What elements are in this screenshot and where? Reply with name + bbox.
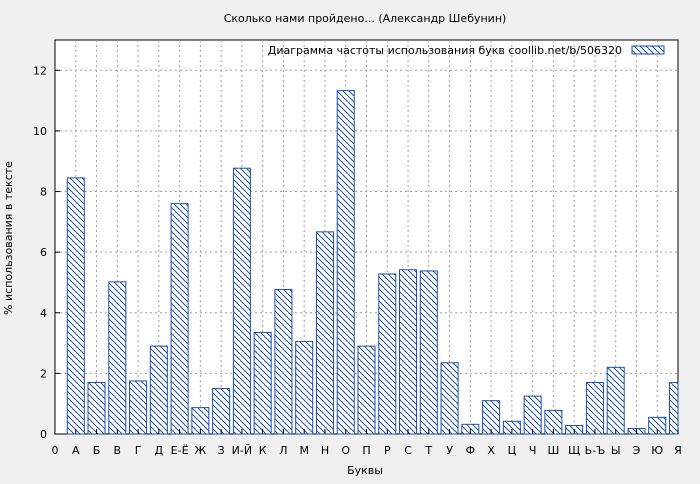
- bar-О: [336, 90, 355, 435]
- bar-Р: [378, 273, 397, 435]
- x-axis-ticks: 0 А Б В Г Д Е-Ё Ж З И-Й К Л М Н О П Р С Т У Ф Х Ц Ч Ш Щ Ь-Ъ Ы Э Ю Я: [52, 429, 682, 457]
- y-axis-ticks: 0 2 4 6 8 10 12: [33, 64, 60, 441]
- x-tick-label: Г: [135, 444, 142, 457]
- bar-З: [212, 388, 231, 435]
- y-tick-label: 4: [40, 307, 47, 320]
- bar-М: [295, 341, 314, 435]
- legend-label: Диаграмма частоты использования букв coo…: [268, 44, 622, 57]
- x-tick-label: С: [404, 444, 412, 457]
- x-tick-label: Щ: [568, 444, 580, 457]
- bar-Б: [87, 381, 106, 435]
- bar-Т: [419, 270, 438, 435]
- x-tick-label: Б: [93, 444, 101, 457]
- x-tick-label: Э: [633, 444, 641, 457]
- x-tick-label: З: [218, 444, 225, 457]
- y-axis-label: % использования в тексте: [2, 161, 15, 315]
- x-tick-label: Ю: [651, 444, 663, 457]
- x-tick-label: Д: [155, 444, 164, 457]
- x-tick-label: О: [341, 444, 350, 457]
- x-tick-label: Е-Ё: [171, 444, 189, 457]
- x-tick-label: К: [259, 444, 267, 457]
- x-tick-label: М: [299, 444, 309, 457]
- x-axis-label: Буквы: [347, 464, 383, 477]
- y-tick-label: 6: [40, 246, 47, 259]
- bar-Е-Ё: [170, 203, 189, 435]
- bar-Л: [274, 288, 293, 435]
- bars: [66, 90, 679, 435]
- bar-В: [108, 281, 127, 435]
- x-tick-label: Ж: [194, 444, 206, 457]
- bar-Я: [668, 381, 679, 435]
- bar-К: [253, 331, 272, 435]
- x-tick-label: У: [446, 444, 453, 457]
- x-tick-label: Ы: [611, 444, 621, 457]
- legend: Диаграмма частоты использования букв coo…: [268, 44, 665, 57]
- x-tick-label: П: [362, 444, 370, 457]
- bar-Ч: [523, 395, 542, 435]
- bar-Ы: [606, 366, 625, 435]
- bar-Н: [315, 231, 334, 435]
- bar-П: [357, 345, 376, 435]
- grid-lines: [55, 40, 678, 434]
- x-tick-label: В: [114, 444, 122, 457]
- x-tick-label: Я: [674, 444, 682, 457]
- bar-Г: [129, 380, 148, 435]
- bar-Х: [482, 400, 501, 435]
- y-tick-label: 12: [33, 64, 47, 77]
- y-tick-label: 2: [40, 367, 47, 380]
- chart-title: Сколько нами пройдено... (Александр Шебу…: [224, 12, 507, 25]
- x-tick-label: Х: [487, 444, 495, 457]
- bar-А: [66, 177, 85, 435]
- bar-И-Й: [232, 167, 251, 435]
- x-tick-label: Н: [321, 444, 329, 457]
- legend-swatch: [631, 45, 665, 55]
- x-tick-label: Т: [424, 444, 432, 457]
- x-tick-label: 0: [52, 444, 59, 457]
- bar-Д: [149, 345, 168, 435]
- y-tick-label: 0: [40, 428, 47, 441]
- x-tick-label: Ф: [466, 444, 475, 457]
- bar-Ь-Ъ: [585, 381, 604, 435]
- y-tick-label: 8: [40, 186, 47, 199]
- x-tick-label: И-Й: [232, 444, 252, 457]
- x-tick-label: Ц: [508, 444, 517, 457]
- bar-У: [440, 362, 459, 435]
- x-tick-label: Р: [384, 444, 391, 457]
- x-tick-label: Ь-Ъ: [585, 444, 606, 457]
- x-tick-label: Ч: [529, 444, 537, 457]
- x-tick-label: Ш: [548, 444, 560, 457]
- y-tick-label: 10: [33, 125, 47, 138]
- bar-С: [399, 269, 418, 435]
- x-tick-label: Л: [279, 444, 287, 457]
- x-tick-label: А: [72, 444, 80, 457]
